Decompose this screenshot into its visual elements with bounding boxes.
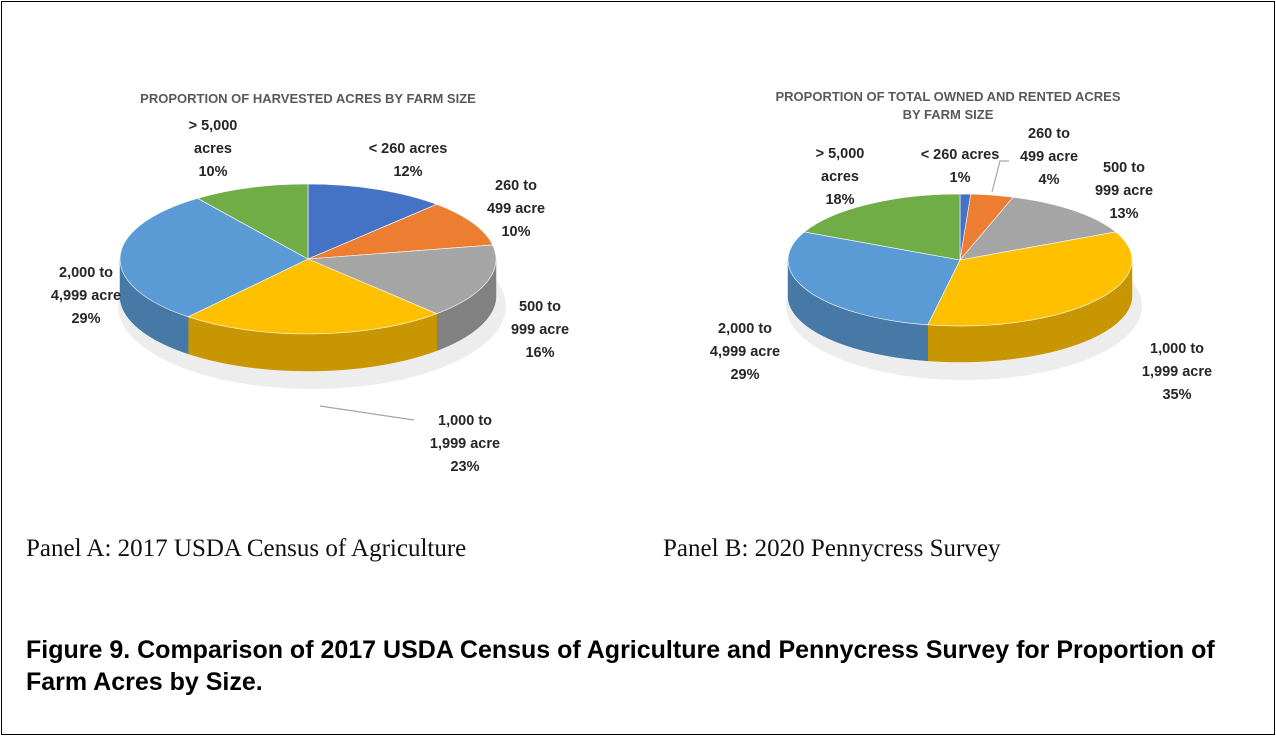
data-label-1-2: 500 to 999 acre 13% xyxy=(1095,160,1153,222)
data-label-text: 16% xyxy=(525,345,554,361)
data-label-text: > 5,000 xyxy=(816,146,865,162)
leader-line-1-0 xyxy=(991,160,1009,193)
data-label-1-1: 260 to 499 acre 4% xyxy=(1020,126,1078,188)
data-label-text: 1,000 to xyxy=(1150,341,1204,357)
data-label-text: 1% xyxy=(950,170,971,186)
data-label-text: 999 acre xyxy=(1095,183,1153,199)
data-label-text: 12% xyxy=(393,164,422,180)
charts-canvas: PROPORTION OF HARVESTED ACRES BY FARM SI… xyxy=(51,89,1212,475)
data-label-text: > 5,000 xyxy=(189,118,238,134)
data-label-text: 999 acre xyxy=(511,322,569,338)
pie-slice-1-4 xyxy=(787,231,961,326)
data-label-0-5: > 5,000 acres 10% xyxy=(189,118,238,180)
pie-chart-b: PROPORTION OF TOTAL OWNED AND RENTED ACR… xyxy=(710,89,1212,403)
data-label-text: 18% xyxy=(825,192,854,208)
data-label-text: 1,999 acre xyxy=(1142,364,1212,380)
data-label-text: acres xyxy=(821,169,859,185)
data-label-text: 499 acre xyxy=(487,201,545,217)
chart-title-0: PROPORTION OF HARVESTED ACRES BY FARM SI… xyxy=(140,91,476,106)
data-label-text: 10% xyxy=(198,164,227,180)
data-label-text: 260 to xyxy=(495,178,537,194)
data-label-text: 35% xyxy=(1162,387,1191,403)
data-label-text: 1,999 acre xyxy=(430,436,500,452)
data-label-1-0: < 260 acres 1% xyxy=(921,147,1000,186)
pie-slice-0-5 xyxy=(196,183,309,260)
data-label-text: 2,000 to xyxy=(718,321,772,337)
pie-slice-1-2 xyxy=(959,196,1117,261)
pie-slice-0-3 xyxy=(187,258,438,335)
figure-caption: Figure 9. Comparison of 2017 USDA Census… xyxy=(26,636,1215,696)
pie-slice-0-1 xyxy=(307,204,494,260)
data-label-text: 4% xyxy=(1039,172,1060,188)
pie-slice-0-0 xyxy=(307,183,438,260)
data-label-text: 4,999 acre xyxy=(51,288,121,304)
data-label-0-3: 1,000 to 1,999 acre 23% xyxy=(430,413,500,475)
pie-slice-0-2 xyxy=(307,244,497,314)
data-label-text: 260 to xyxy=(1028,126,1070,142)
data-label-text: 4,999 acre xyxy=(710,344,780,360)
chart-title-1-line-0: PROPORTION OF TOTAL OWNED AND RENTED ACR… xyxy=(776,89,1121,104)
pie-slice-0-4 xyxy=(119,198,309,318)
data-label-0-2: 500 to 999 acre 16% xyxy=(511,299,569,361)
panel-a-caption: Panel A: 2017 USDA Census of Agriculture xyxy=(26,535,467,562)
pie-slice-1-3 xyxy=(927,231,1133,327)
data-label-text: 500 to xyxy=(1103,160,1145,176)
data-label-text: 499 acre xyxy=(1020,149,1078,165)
data-label-text: 29% xyxy=(71,311,100,327)
leader-line-0-0 xyxy=(319,405,415,421)
data-label-text: acres xyxy=(194,141,232,157)
pie-chart-a: PROPORTION OF HARVESTED ACRES BY FARM SI… xyxy=(51,91,569,475)
data-label-0-1: 260 to 499 acre 10% xyxy=(487,178,545,240)
data-label-text: 500 to xyxy=(519,299,561,315)
data-label-1-4: 2,000 to 4,999 acre 29% xyxy=(710,321,780,383)
data-label-text: < 260 acres xyxy=(369,141,448,157)
data-label-text: < 260 acres xyxy=(921,147,1000,163)
data-label-1-5: > 5,000 acres 18% xyxy=(816,146,865,208)
data-label-text: 13% xyxy=(1109,206,1138,222)
data-label-text: 1,000 to xyxy=(438,413,492,429)
data-label-text: 2,000 to xyxy=(59,265,113,281)
data-label-text: 23% xyxy=(450,459,479,475)
data-label-0-0: < 260 acres 12% xyxy=(369,141,448,180)
chart-title-1-line-1: BY FARM SIZE xyxy=(903,107,994,122)
pie-slice-1-5 xyxy=(803,193,961,261)
panel-b-caption: Panel B: 2020 Pennycress Survey xyxy=(663,535,1001,562)
data-label-text: 29% xyxy=(730,367,759,383)
data-label-0-4: 2,000 to 4,999 acre 29% xyxy=(51,265,121,327)
data-label-text: 10% xyxy=(501,224,530,240)
data-label-1-3: 1,000 to 1,999 acre 35% xyxy=(1142,341,1212,403)
